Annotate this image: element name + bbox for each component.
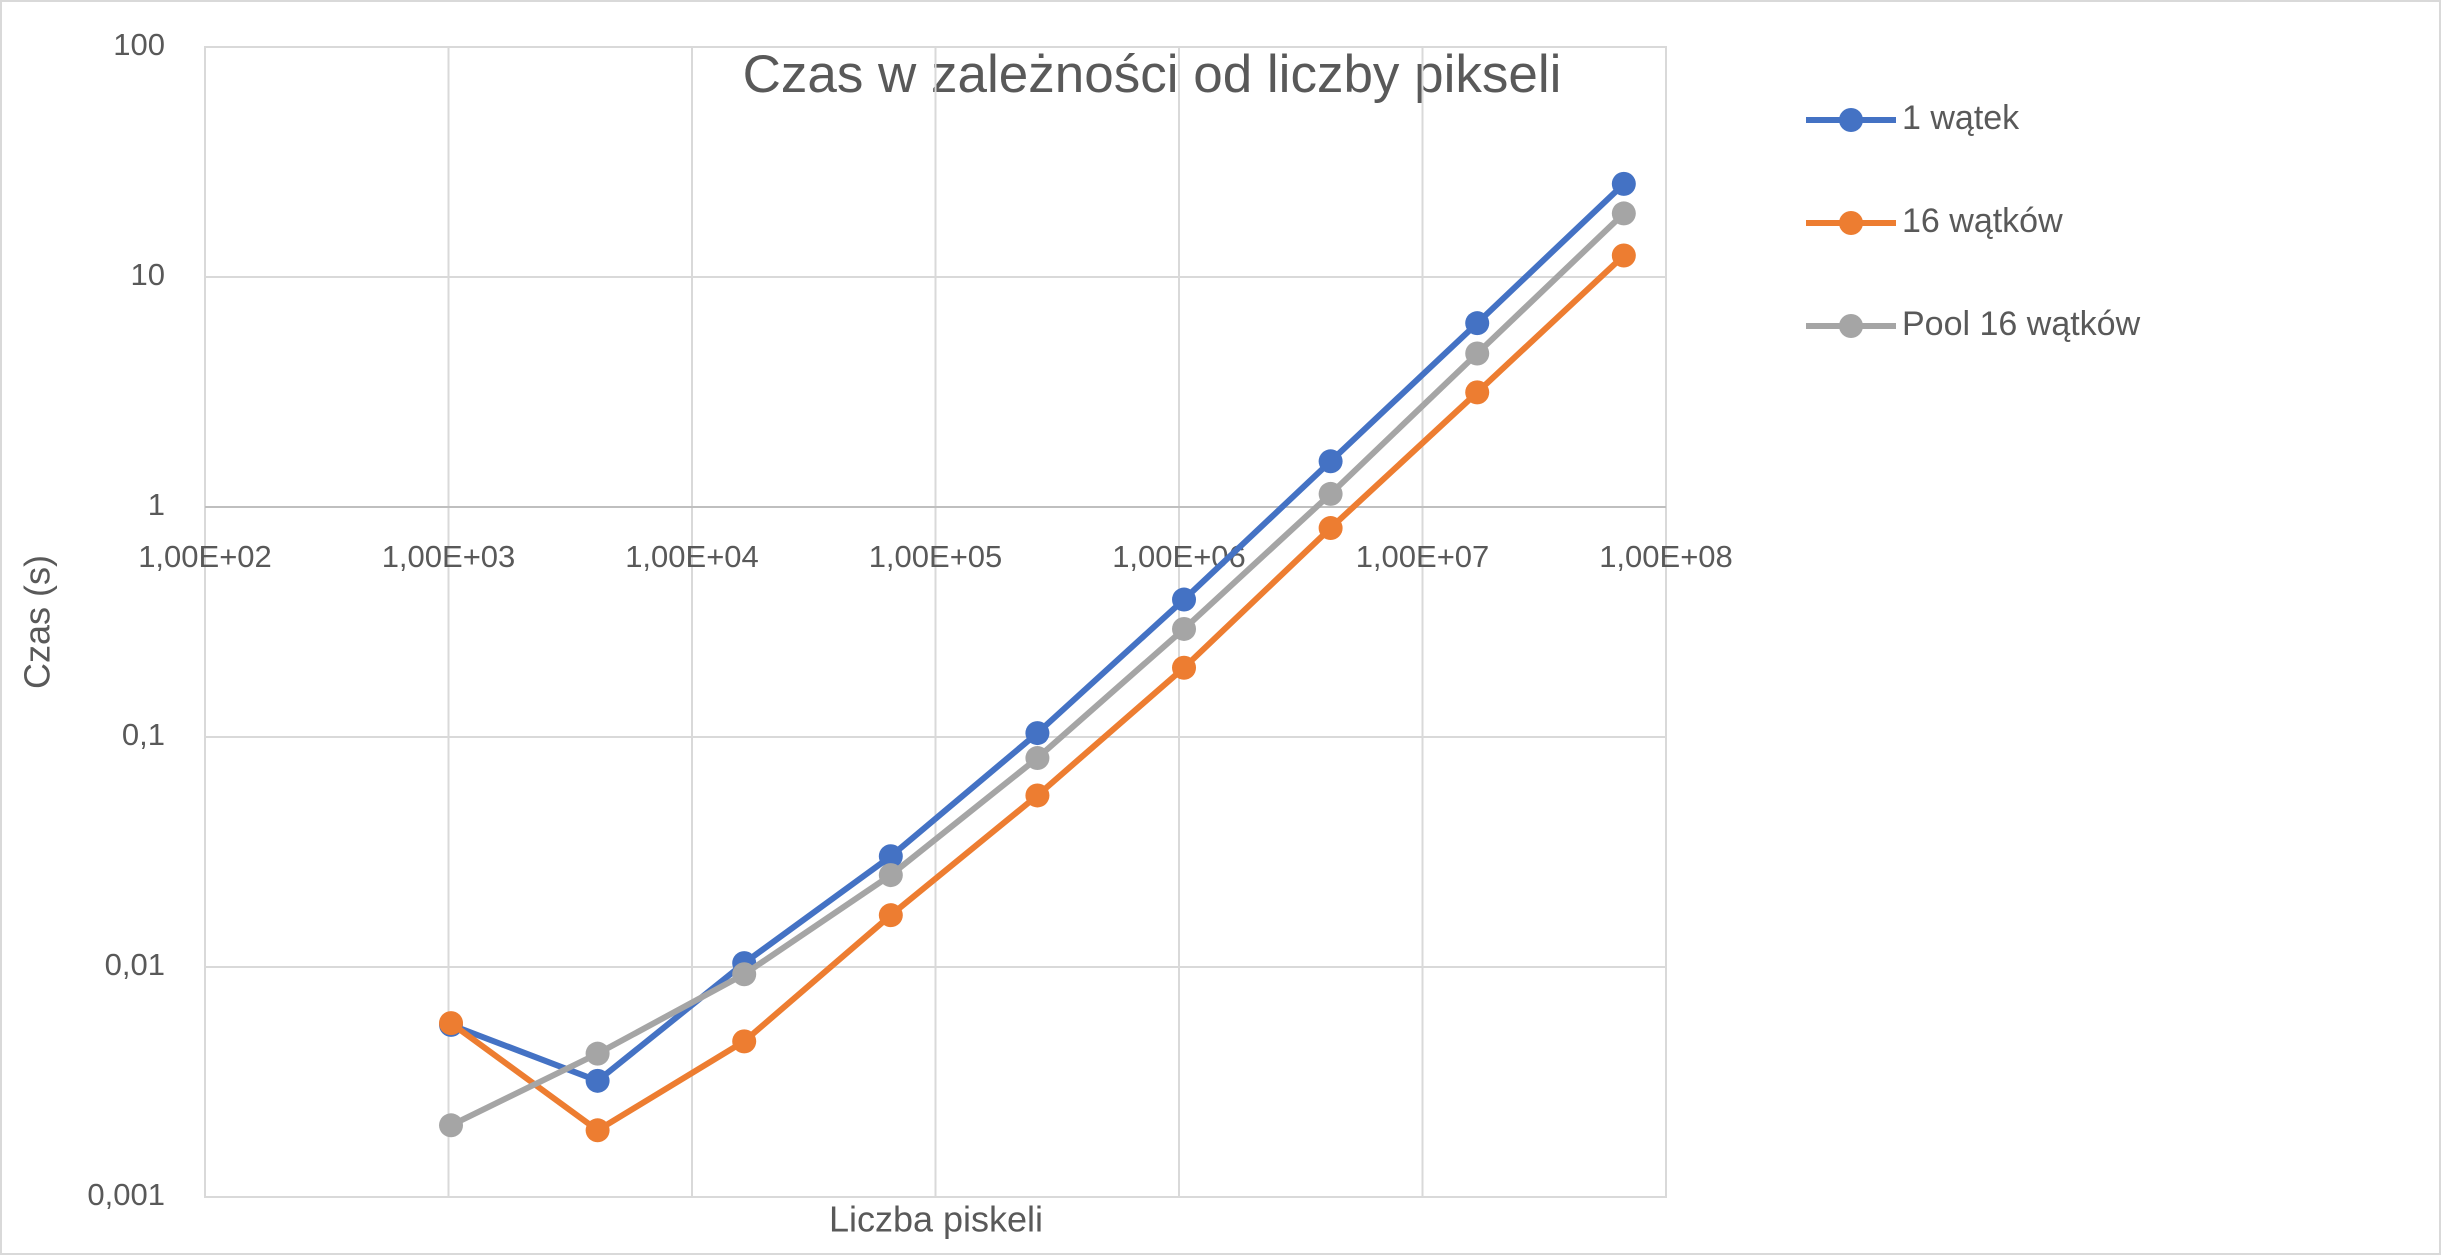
y-tick-label: 10 xyxy=(131,257,165,292)
x-tick-label: 1,00E+03 xyxy=(382,539,516,574)
legend-swatch-marker xyxy=(1839,314,1863,338)
data-point xyxy=(585,1118,610,1143)
data-point xyxy=(1172,655,1197,680)
legend-swatch-marker xyxy=(1839,211,1863,235)
y-tick-label: 100 xyxy=(113,27,165,62)
x-tick-label: 1,00E+06 xyxy=(1112,539,1246,574)
data-point xyxy=(878,863,903,888)
y-tick-label: 0,01 xyxy=(105,947,165,982)
data-point xyxy=(585,1041,610,1066)
data-point xyxy=(1172,616,1197,641)
data-point xyxy=(585,1068,610,1093)
data-point xyxy=(878,844,903,869)
y-tick-label: 0,001 xyxy=(87,1177,165,1212)
data-point xyxy=(1025,721,1050,746)
data-point xyxy=(439,1113,464,1138)
x-tick-label: 1,00E+05 xyxy=(869,539,1003,574)
data-point xyxy=(1611,243,1636,268)
x-tick-label: 1,00E+07 xyxy=(1356,539,1490,574)
data-point xyxy=(1025,746,1050,771)
data-point xyxy=(1318,516,1343,541)
data-point xyxy=(1025,783,1050,808)
x-tick-label: 1,00E+02 xyxy=(138,539,272,574)
x-tick-label: 1,00E+04 xyxy=(625,539,759,574)
x-axis-title: Liczba piskeli xyxy=(829,1199,1043,1240)
y-axis-title: Czas (s) xyxy=(17,555,58,689)
data-point xyxy=(878,903,903,928)
data-point xyxy=(1318,481,1343,506)
data-point xyxy=(732,1029,757,1054)
data-point xyxy=(439,1011,464,1036)
legend-label: 16 wątków xyxy=(1902,202,2063,240)
data-point xyxy=(1172,587,1197,612)
legend-swatch-marker xyxy=(1839,108,1863,132)
data-point xyxy=(1318,449,1343,474)
data-point xyxy=(1465,341,1490,366)
data-point xyxy=(1611,201,1636,226)
legend-label: 1 wątek xyxy=(1902,99,2020,137)
data-point xyxy=(1465,311,1490,336)
x-tick-label: 1,00E+08 xyxy=(1599,539,1733,574)
data-point xyxy=(1611,171,1636,196)
data-point xyxy=(732,962,757,987)
data-point xyxy=(1465,380,1490,405)
chart-title: Czas w zależności od liczby pikseli xyxy=(743,45,1562,104)
y-tick-label: 0,1 xyxy=(122,717,165,752)
legend-label: Pool 16 wątków xyxy=(1902,305,2141,343)
y-tick-label: 1 xyxy=(148,487,165,522)
